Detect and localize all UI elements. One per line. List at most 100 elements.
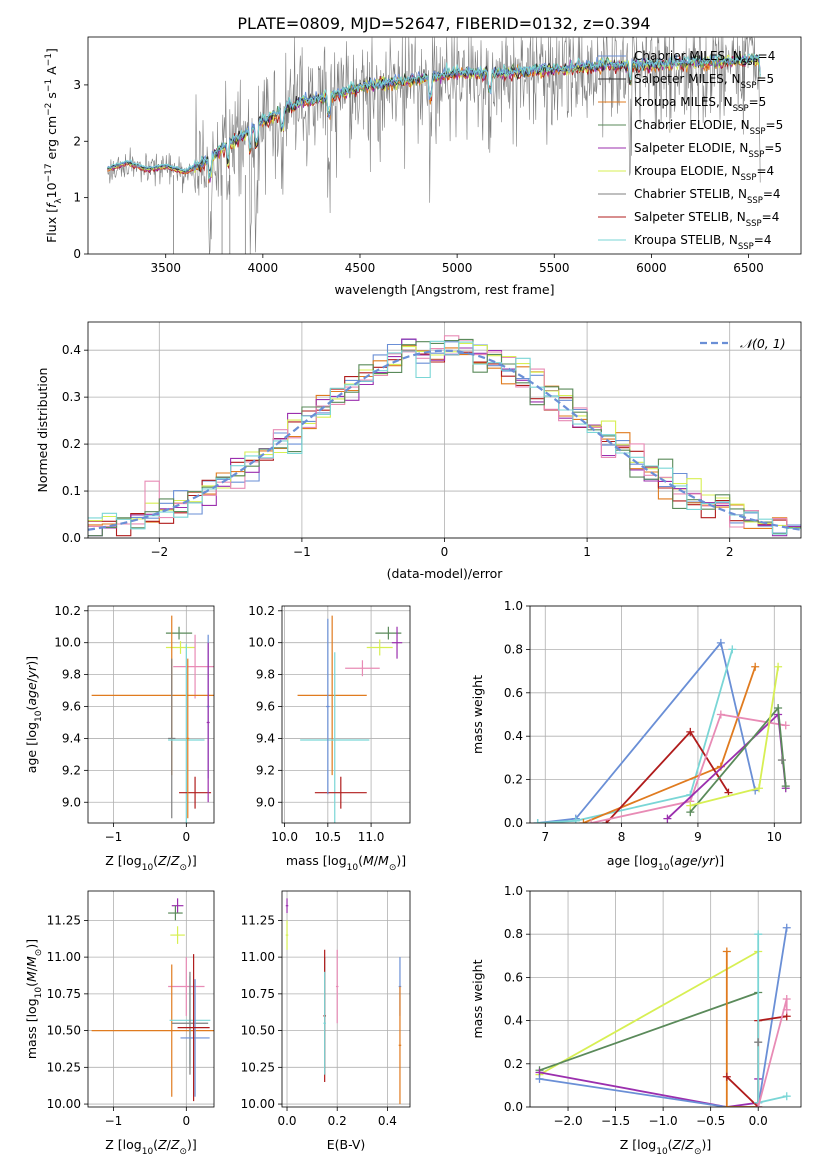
weight-marker (579, 819, 588, 823)
x-tick-label: 4000 (248, 261, 279, 275)
label-part: −1 (44, 53, 54, 66)
y-tick-label: 11.25 (47, 913, 81, 927)
y-tick-label: 0 (73, 247, 81, 261)
y-tick-label: 10.50 (241, 1024, 275, 1038)
x-tick-label: 4500 (345, 261, 376, 275)
x-tick-label: 8 (618, 830, 626, 844)
label-part: M (24, 956, 39, 967)
label-part: age [log (24, 722, 39, 773)
legend-label-sub: SSP (748, 150, 764, 160)
axes-frame (87, 890, 215, 1108)
grid (282, 891, 410, 1107)
label-part: f (44, 202, 59, 208)
y-tick-label: 10.2 (54, 604, 81, 618)
x-tick-label: 1 (583, 545, 591, 559)
y-tick-label: 10.2 (248, 604, 275, 618)
y-tick-label: 9.6 (256, 700, 275, 714)
legend-label-main: Salpeter STELIB, N (634, 210, 746, 224)
y-tick-label: 0.4 (62, 343, 81, 357)
legend-label-main: Chabrier MILES, N (634, 49, 742, 63)
axes-weight-vs-Z: −2.0 −1.5 −1.0 −0.5 0.0 0.0 0.2 0.4 0.6 0.8 1.0 Z [… (470, 884, 802, 1157)
legend-label-main: Chabrier ELODIE, N (634, 118, 750, 132)
x-tick-label: −1.5 (601, 1114, 630, 1128)
legend-label-sub: SSP (742, 58, 758, 68)
label-part: Z [log (105, 853, 141, 868)
weight-marker (782, 1092, 791, 1101)
label-part: A (44, 66, 59, 79)
label-part: −2 (44, 103, 54, 116)
y-tick-label: 9.4 (256, 731, 275, 745)
x-tick-label: 0.0 (277, 1114, 296, 1128)
label-part: 10 (142, 863, 154, 873)
weight-marker (571, 816, 580, 823)
y-tick-label: 0.0 (62, 531, 81, 545)
label-part: 10 (34, 987, 44, 999)
label-part: yr (701, 853, 715, 868)
weight-marker (755, 784, 764, 793)
legend-label-tail: =5 (764, 141, 782, 155)
label-part: / (167, 1137, 172, 1152)
y-tick-label: 10.0 (54, 636, 81, 650)
label-part: Flux [ (44, 208, 59, 243)
y-axis-label: Flux [fλ10−17 erg cm−2 s−1 A−1] (44, 48, 64, 243)
legend-label: Salpeter STELIB, NSSP=4 (634, 210, 779, 229)
label-part: Z (157, 853, 167, 868)
weight-line (539, 991, 759, 1072)
x-tick-label: 6000 (636, 261, 667, 275)
x-tick-label: 6500 (733, 261, 764, 275)
x-tick-label: 0 (183, 830, 191, 844)
label-part: / (24, 966, 39, 971)
x-tick-label: −1 (293, 545, 311, 559)
legend-label-main: Kroupa MILES, N (634, 95, 733, 109)
label-part: 10 (44, 182, 59, 198)
legend-label-tail: =4 (754, 233, 772, 247)
x-tick-label: 3500 (150, 261, 181, 275)
legend-label-sub: SSP (750, 127, 766, 137)
label-part: M (24, 971, 39, 982)
plot-area (297, 615, 403, 823)
plot-area (91, 615, 214, 823)
y-tick-label: 0.6 (504, 686, 523, 700)
legend-label-sub: SSP (746, 219, 762, 229)
label-part: / (24, 677, 39, 682)
y-tick-label: 11.00 (241, 950, 275, 964)
x-tick-label: −1 (105, 830, 123, 844)
axes-frame (529, 605, 802, 824)
y-tick-label: 0.4 (504, 729, 523, 743)
weight-marker (777, 756, 786, 765)
y-tick-label: 9.0 (256, 795, 275, 809)
label-part: )] (701, 1137, 711, 1152)
label-part: )] (24, 656, 39, 666)
axes-frame (281, 605, 411, 824)
x-tick-label: 9 (694, 830, 702, 844)
weight-marker (716, 710, 725, 719)
normal-curve (88, 349, 801, 531)
label-part: M (378, 853, 389, 868)
label-part: ] (44, 48, 59, 53)
legend-label: Salpeter ELODIE, NSSP=5 (634, 141, 782, 160)
label-part: Z [log (105, 1137, 141, 1152)
label-part: ( (153, 1137, 158, 1152)
y-tick-label: 1 (73, 191, 81, 205)
axes-age-vs-Z: −1 09.09.29.49.69.810.010.2Z [log10(Z/Z⊙)… (24, 604, 215, 873)
y-tick-label: 9.0 (62, 795, 81, 809)
weight-line (539, 950, 759, 1076)
plot-area (91, 898, 214, 1102)
label-part: ( (24, 982, 39, 987)
label-part: −1 (44, 79, 54, 92)
spectrum-line (107, 53, 761, 180)
y-tick-label: 9.4 (62, 731, 81, 745)
grid (530, 605, 801, 824)
weight-line (537, 640, 757, 823)
legend-label-sub: SSP (747, 196, 763, 206)
label-part: Z (170, 853, 180, 868)
y-tick-label: 0.2 (504, 773, 523, 787)
x-tick-label: 0.4 (378, 1114, 397, 1128)
axes-frame (529, 890, 802, 1108)
y-tick-label: 1.0 (504, 599, 523, 613)
legend-label-main: Chabrier STELIB, N (634, 187, 747, 201)
x-tick-label: 0 (183, 1114, 191, 1128)
legend-label-main: Kroupa STELIB, N (634, 233, 738, 247)
